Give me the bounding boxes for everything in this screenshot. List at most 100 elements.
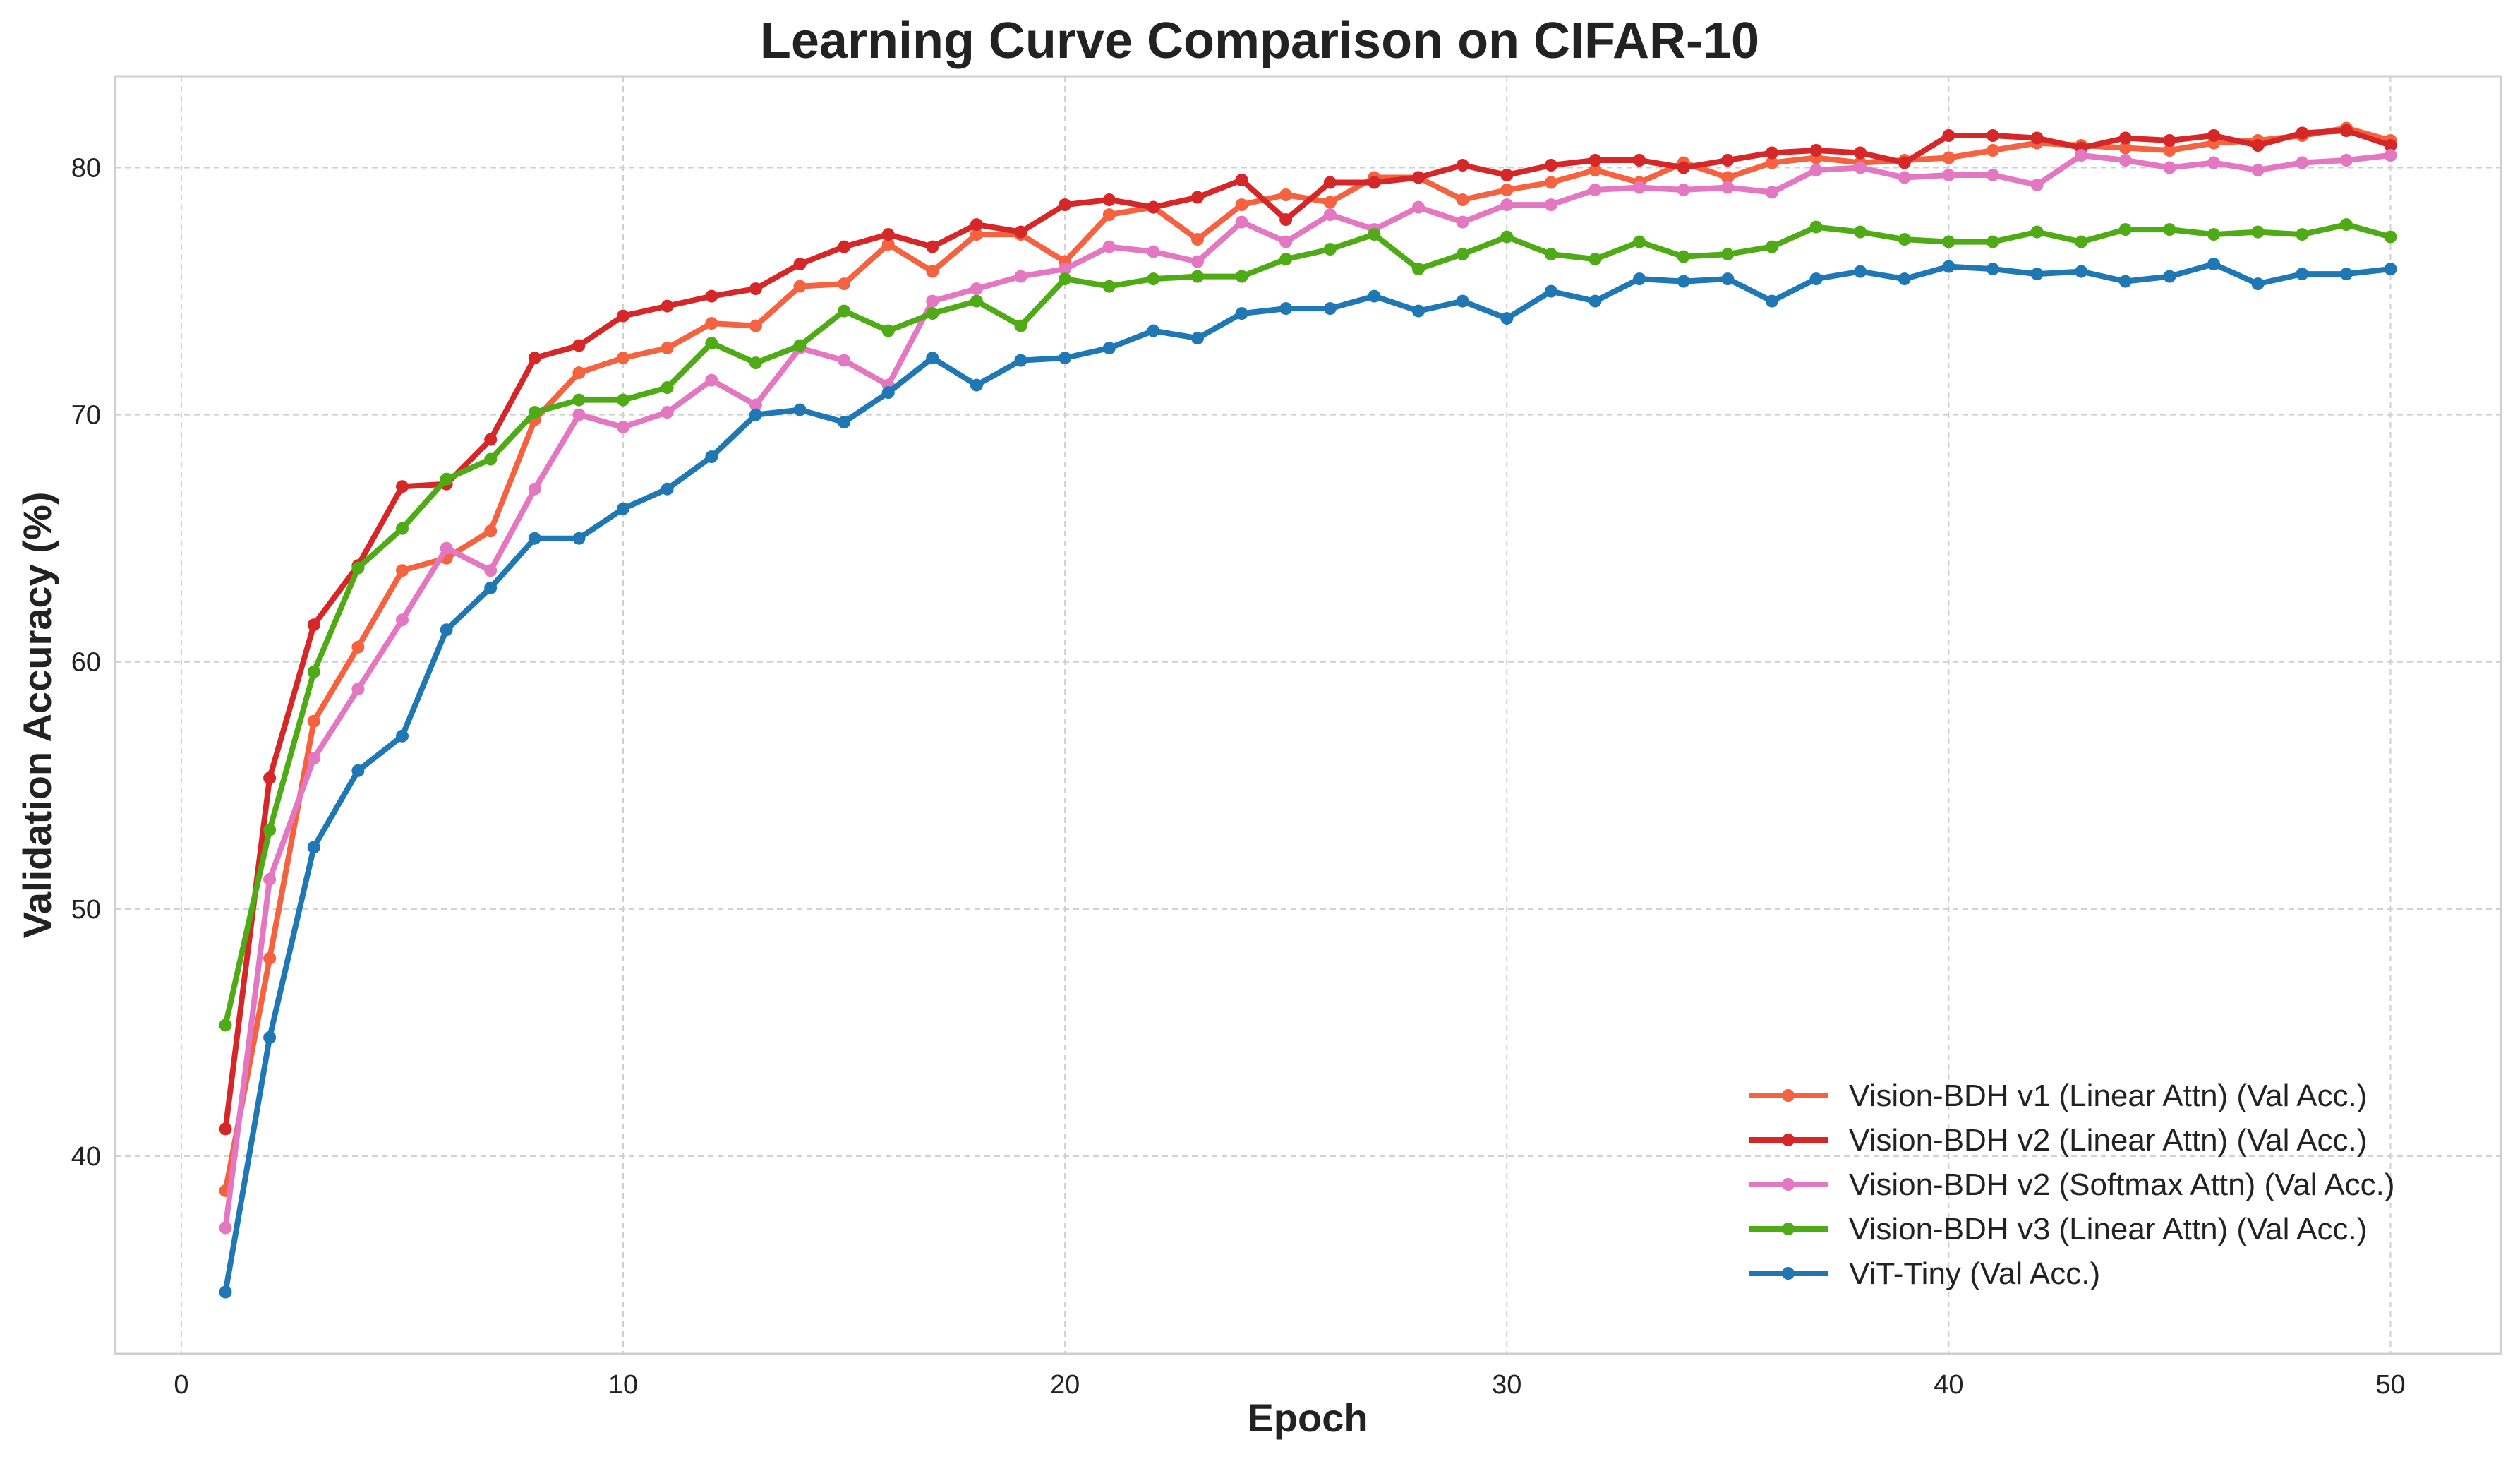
data-point [705, 337, 718, 350]
legend-swatch-marker [1782, 1178, 1795, 1191]
data-point [1323, 176, 1337, 189]
data-point [1279, 235, 1293, 248]
data-point [1147, 324, 1160, 337]
y-tick-label: 80 [71, 154, 101, 184]
data-point [1854, 146, 1867, 160]
data-point [484, 433, 498, 446]
data-point [1279, 253, 1293, 266]
data-point [1500, 230, 1514, 244]
data-point [838, 416, 851, 429]
data-point [2296, 156, 2309, 169]
data-point [661, 482, 674, 496]
y-tick-label: 70 [71, 401, 101, 431]
data-point [970, 282, 983, 296]
data-point [881, 238, 895, 251]
data-point [661, 299, 674, 313]
data-point [219, 1019, 232, 1032]
legend-label: Vision-BDH v2 (Softmax Attn) (Val Acc.) [1849, 1167, 2395, 1202]
data-point [484, 524, 498, 538]
data-point [1147, 200, 1160, 214]
data-point [1323, 208, 1337, 222]
legend-item: Vision-BDH v1 (Linear Attn) (Val Acc.) [1749, 1079, 2367, 1113]
data-point [263, 872, 277, 886]
data-point [1721, 154, 1735, 167]
data-point [1059, 198, 1072, 212]
data-point [1323, 302, 1337, 316]
data-point [1898, 233, 1911, 246]
data-point [1059, 352, 1072, 365]
data-point [1721, 248, 1735, 261]
data-point [396, 564, 409, 577]
data-point [528, 406, 541, 419]
data-point [2207, 228, 2220, 241]
data-point [307, 714, 320, 728]
data-point [263, 951, 277, 965]
data-point [1368, 176, 1381, 189]
data-point [484, 581, 498, 594]
data-point [881, 324, 895, 337]
data-point [1456, 215, 1469, 229]
data-point [1544, 248, 1557, 261]
data-point [2163, 144, 2176, 157]
data-point [1147, 245, 1160, 258]
data-point [970, 294, 983, 308]
data-point [749, 408, 762, 421]
x-tick-label: 20 [1050, 1370, 1080, 1400]
legend-swatch-marker [1782, 1134, 1795, 1146]
data-point [1500, 169, 1514, 181]
legend-swatch-marker [1782, 1089, 1795, 1102]
data-point [749, 282, 762, 296]
data-point [1721, 272, 1735, 286]
data-point [1809, 220, 1823, 234]
data-point [1456, 159, 1469, 172]
x-tick-label: 30 [1492, 1370, 1521, 1400]
data-point [1544, 176, 1557, 189]
data-point [1987, 263, 1999, 276]
data-point [1633, 272, 1646, 286]
data-point [351, 683, 365, 696]
legend: Vision-BDH v1 (Linear Attn) (Val Acc.) Vi… [1749, 1079, 2395, 1291]
data-point [572, 408, 586, 421]
data-point [2030, 179, 2044, 191]
data-point [1987, 169, 1999, 181]
data-point [1765, 146, 1778, 160]
data-point [528, 532, 541, 545]
data-point [219, 1221, 232, 1235]
data-point [617, 502, 629, 515]
data-point [2251, 139, 2265, 152]
legend-label: Vision-BDH v2 (Linear Attn) (Val Acc.) [1849, 1123, 2367, 1158]
data-point [2339, 218, 2353, 232]
data-point [1412, 200, 1425, 214]
data-point [617, 393, 629, 407]
data-point [1677, 275, 1690, 288]
data-point [793, 403, 807, 416]
data-point [2251, 225, 2265, 239]
data-point [1633, 235, 1646, 248]
data-point [1987, 235, 1999, 248]
data-point [1633, 181, 1646, 194]
data-point [1942, 129, 1955, 142]
data-point [351, 640, 365, 654]
data-point [1765, 156, 1778, 169]
data-point [749, 356, 762, 370]
series-2 [219, 149, 2397, 1235]
data-point [1544, 159, 1557, 172]
x-axis-label: Epoch [1247, 1395, 1368, 1440]
legend-item: ViT-Tiny (Val Acc.) [1749, 1256, 2100, 1291]
data-point [2163, 161, 2176, 174]
data-point [1633, 154, 1646, 167]
data-point [1987, 129, 1999, 142]
data-point [1412, 171, 1425, 184]
data-point [1677, 161, 1690, 174]
x-tick-label: 50 [2375, 1370, 2405, 1400]
data-point [1191, 270, 1204, 283]
data-point [1456, 294, 1469, 308]
data-point [838, 304, 851, 318]
data-point [661, 381, 674, 395]
data-point [2030, 225, 2044, 239]
data-point [2207, 129, 2220, 142]
data-point [440, 472, 453, 486]
data-point [2339, 268, 2353, 281]
data-point [1500, 198, 1514, 212]
data-point [1412, 304, 1425, 318]
